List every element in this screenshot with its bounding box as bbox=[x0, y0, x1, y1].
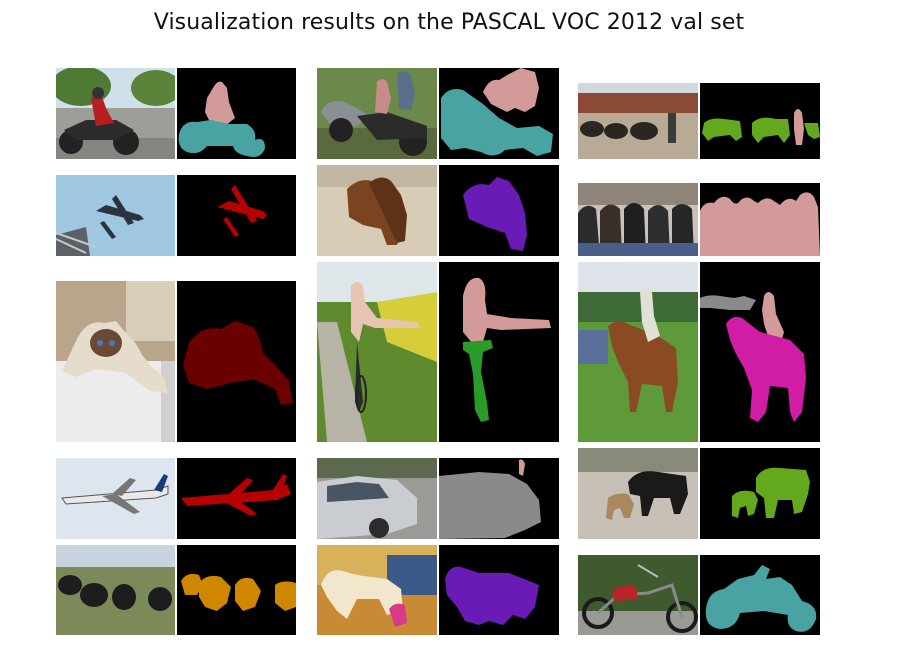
sheep-photo-icon bbox=[56, 545, 175, 635]
segmentation-mask bbox=[177, 175, 296, 256]
segmentation-mask bbox=[439, 262, 559, 442]
car-photo-icon bbox=[317, 458, 437, 539]
result-pair bbox=[317, 262, 559, 442]
input-photo bbox=[578, 555, 698, 635]
dogs-on-bed-photo-icon bbox=[317, 165, 437, 256]
airliner-photo-icon bbox=[56, 458, 175, 539]
cyclist-mask-icon bbox=[463, 277, 551, 422]
result-pair bbox=[56, 68, 296, 159]
cyclist-photo-icon bbox=[317, 262, 437, 442]
chopper-mask-icon bbox=[705, 565, 817, 632]
result-pair bbox=[578, 183, 820, 256]
puppy-mask-icon bbox=[445, 566, 539, 625]
segmentation-mask bbox=[439, 68, 559, 159]
result-pair bbox=[56, 545, 296, 635]
aeroplane-mask-icon bbox=[217, 185, 267, 237]
cattle-herd-mask-icon bbox=[702, 109, 820, 145]
result-pair bbox=[56, 281, 296, 442]
car-mask-icon bbox=[439, 459, 541, 539]
segmentation-mask bbox=[700, 183, 820, 256]
segmentation-mask bbox=[700, 262, 820, 442]
result-pair bbox=[578, 555, 820, 635]
segmentation-mask bbox=[439, 165, 559, 256]
dogs-on-bed-mask-icon bbox=[463, 177, 527, 251]
cattle-herd-photo-icon bbox=[578, 83, 698, 159]
result-pair bbox=[56, 458, 296, 539]
input-photo bbox=[56, 281, 175, 442]
segmentation-mask bbox=[700, 448, 820, 539]
input-photo bbox=[317, 165, 437, 256]
segmentation-mask bbox=[439, 458, 559, 539]
aeroplane-photo-icon bbox=[56, 175, 175, 256]
group-people-photo-icon bbox=[578, 183, 698, 256]
result-pair bbox=[317, 458, 559, 539]
chopper-photo-icon bbox=[578, 555, 698, 635]
cat-mask-icon bbox=[183, 321, 293, 405]
segmentation-mask bbox=[177, 68, 296, 159]
horse-rider-photo-icon bbox=[578, 262, 698, 442]
input-photo bbox=[578, 262, 698, 442]
result-pair bbox=[317, 68, 559, 159]
input-photo bbox=[317, 68, 437, 159]
figure-title: Visualization results on the PASCAL VOC … bbox=[153, 10, 745, 35]
segmentation-mask bbox=[177, 545, 296, 635]
result-pair bbox=[56, 175, 296, 256]
result-pair bbox=[578, 262, 820, 442]
segmentation-mask bbox=[177, 281, 296, 442]
result-pair bbox=[317, 545, 559, 635]
input-photo bbox=[317, 262, 437, 442]
result-pair bbox=[578, 448, 820, 539]
airliner-mask-icon bbox=[181, 474, 291, 516]
input-photo bbox=[56, 458, 175, 539]
motorbike-rider-mask-icon bbox=[178, 81, 265, 157]
input-photo bbox=[56, 545, 175, 635]
input-photo bbox=[578, 83, 698, 159]
trike-family-mask-icon bbox=[441, 68, 553, 156]
segmentation-mask bbox=[700, 555, 820, 635]
result-pair bbox=[317, 165, 559, 256]
trike-family-photo-icon bbox=[317, 68, 437, 159]
input-photo bbox=[578, 448, 698, 539]
input-photo bbox=[317, 458, 437, 539]
input-photo bbox=[56, 68, 175, 159]
input-photo bbox=[56, 175, 175, 256]
group-people-mask-icon bbox=[700, 192, 820, 256]
segmentation-mask bbox=[700, 83, 820, 159]
cow-calf-mask-icon bbox=[732, 467, 810, 518]
input-photo bbox=[317, 545, 437, 635]
cat-photo-icon bbox=[56, 281, 175, 442]
input-photo bbox=[578, 183, 698, 256]
cow-calf-photo-icon bbox=[578, 448, 698, 539]
segmentation-mask bbox=[439, 545, 559, 635]
segmentation-mask bbox=[177, 458, 296, 539]
sheep-mask-icon bbox=[181, 573, 296, 611]
horse-rider-mask-icon bbox=[700, 292, 806, 422]
puppy-photo-icon bbox=[317, 545, 437, 635]
result-pair bbox=[578, 83, 820, 159]
motorbike-rider-photo-icon bbox=[56, 68, 175, 159]
